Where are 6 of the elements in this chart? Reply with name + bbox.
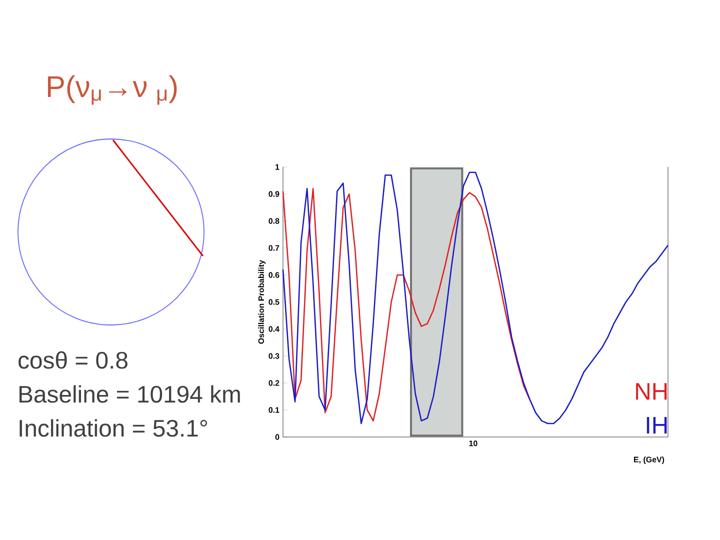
text: Baseline = 10194 km xyxy=(19,385,240,403)
text: Inclination = 53.1° xyxy=(20,419,208,437)
text: NH xyxy=(636,383,667,400)
text: IH xyxy=(646,417,667,434)
text: cosθ = 0.8 xyxy=(18,351,128,369)
chart-title: P(ν$_{μ}$→ν $_{μ}$) xyxy=(48,75,177,105)
